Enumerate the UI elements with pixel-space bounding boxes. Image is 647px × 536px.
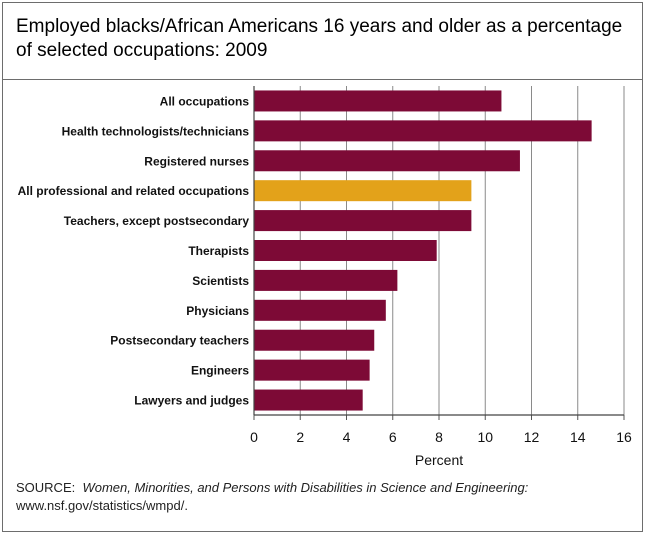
category-label-11: Lawyers and judges: [134, 394, 249, 408]
bars: [254, 90, 592, 411]
tick-labels: 0 2 4 6 8 10 12 14 16: [250, 429, 632, 445]
bar-4: [254, 180, 472, 202]
category-label-10: Engineers: [191, 364, 249, 378]
bar-1: [254, 90, 502, 112]
x-tick-label-16: 16: [616, 429, 632, 445]
title-divider: [2, 79, 643, 80]
x-tick-label-4: 4: [343, 429, 351, 445]
x-tick-label-2: 2: [296, 429, 304, 445]
category-label-2: Health technologists/technicians: [62, 124, 250, 138]
x-tick-label-14: 14: [570, 429, 586, 445]
bar-6: [254, 240, 437, 261]
x-tick-label-6: 6: [389, 429, 397, 445]
source-url[interactable]: www.nsf.gov/statistics/wmpd/.: [16, 498, 188, 513]
x-axis-label: Percent: [415, 452, 463, 468]
category-label-7: Scientists: [192, 274, 249, 288]
category-label-6: Therapists: [188, 244, 249, 258]
bar-11: [254, 389, 363, 411]
bar-3: [254, 150, 520, 172]
category-label-1: All occupations: [160, 94, 250, 108]
category-label-4: All professional and related occupations: [18, 184, 250, 198]
category-label-5: Teachers, except postsecondary: [64, 214, 250, 228]
category-label-3: Registered nurses: [144, 154, 249, 168]
chart-title: Employed blacks/African Americans 16 yea…: [16, 16, 623, 61]
x-tick-label-10: 10: [477, 429, 493, 445]
source-note: SOURCE: Women, Minorities, and Persons w…: [16, 479, 636, 515]
category-label-9: Postsecondary teachers: [110, 334, 249, 348]
bar-8: [254, 299, 386, 321]
source-publication: Women, Minorities, and Persons with Disa…: [82, 480, 529, 495]
x-tick-label-8: 8: [435, 429, 443, 445]
source-prefix: SOURCE:: [16, 480, 76, 495]
chart-frame: [2, 2, 643, 532]
category-labels: All occupations Health technologists/tech…: [18, 94, 250, 407]
x-tick-label-0: 0: [250, 429, 258, 445]
category-label-8: Physicians: [186, 304, 249, 318]
x-tick-label-12: 12: [524, 429, 540, 445]
bar-2: [254, 120, 592, 142]
bar-10: [254, 359, 370, 381]
bar-9: [254, 329, 375, 351]
bar-7: [254, 269, 398, 291]
axes: [253, 86, 625, 420]
bar-5: [254, 210, 472, 232]
